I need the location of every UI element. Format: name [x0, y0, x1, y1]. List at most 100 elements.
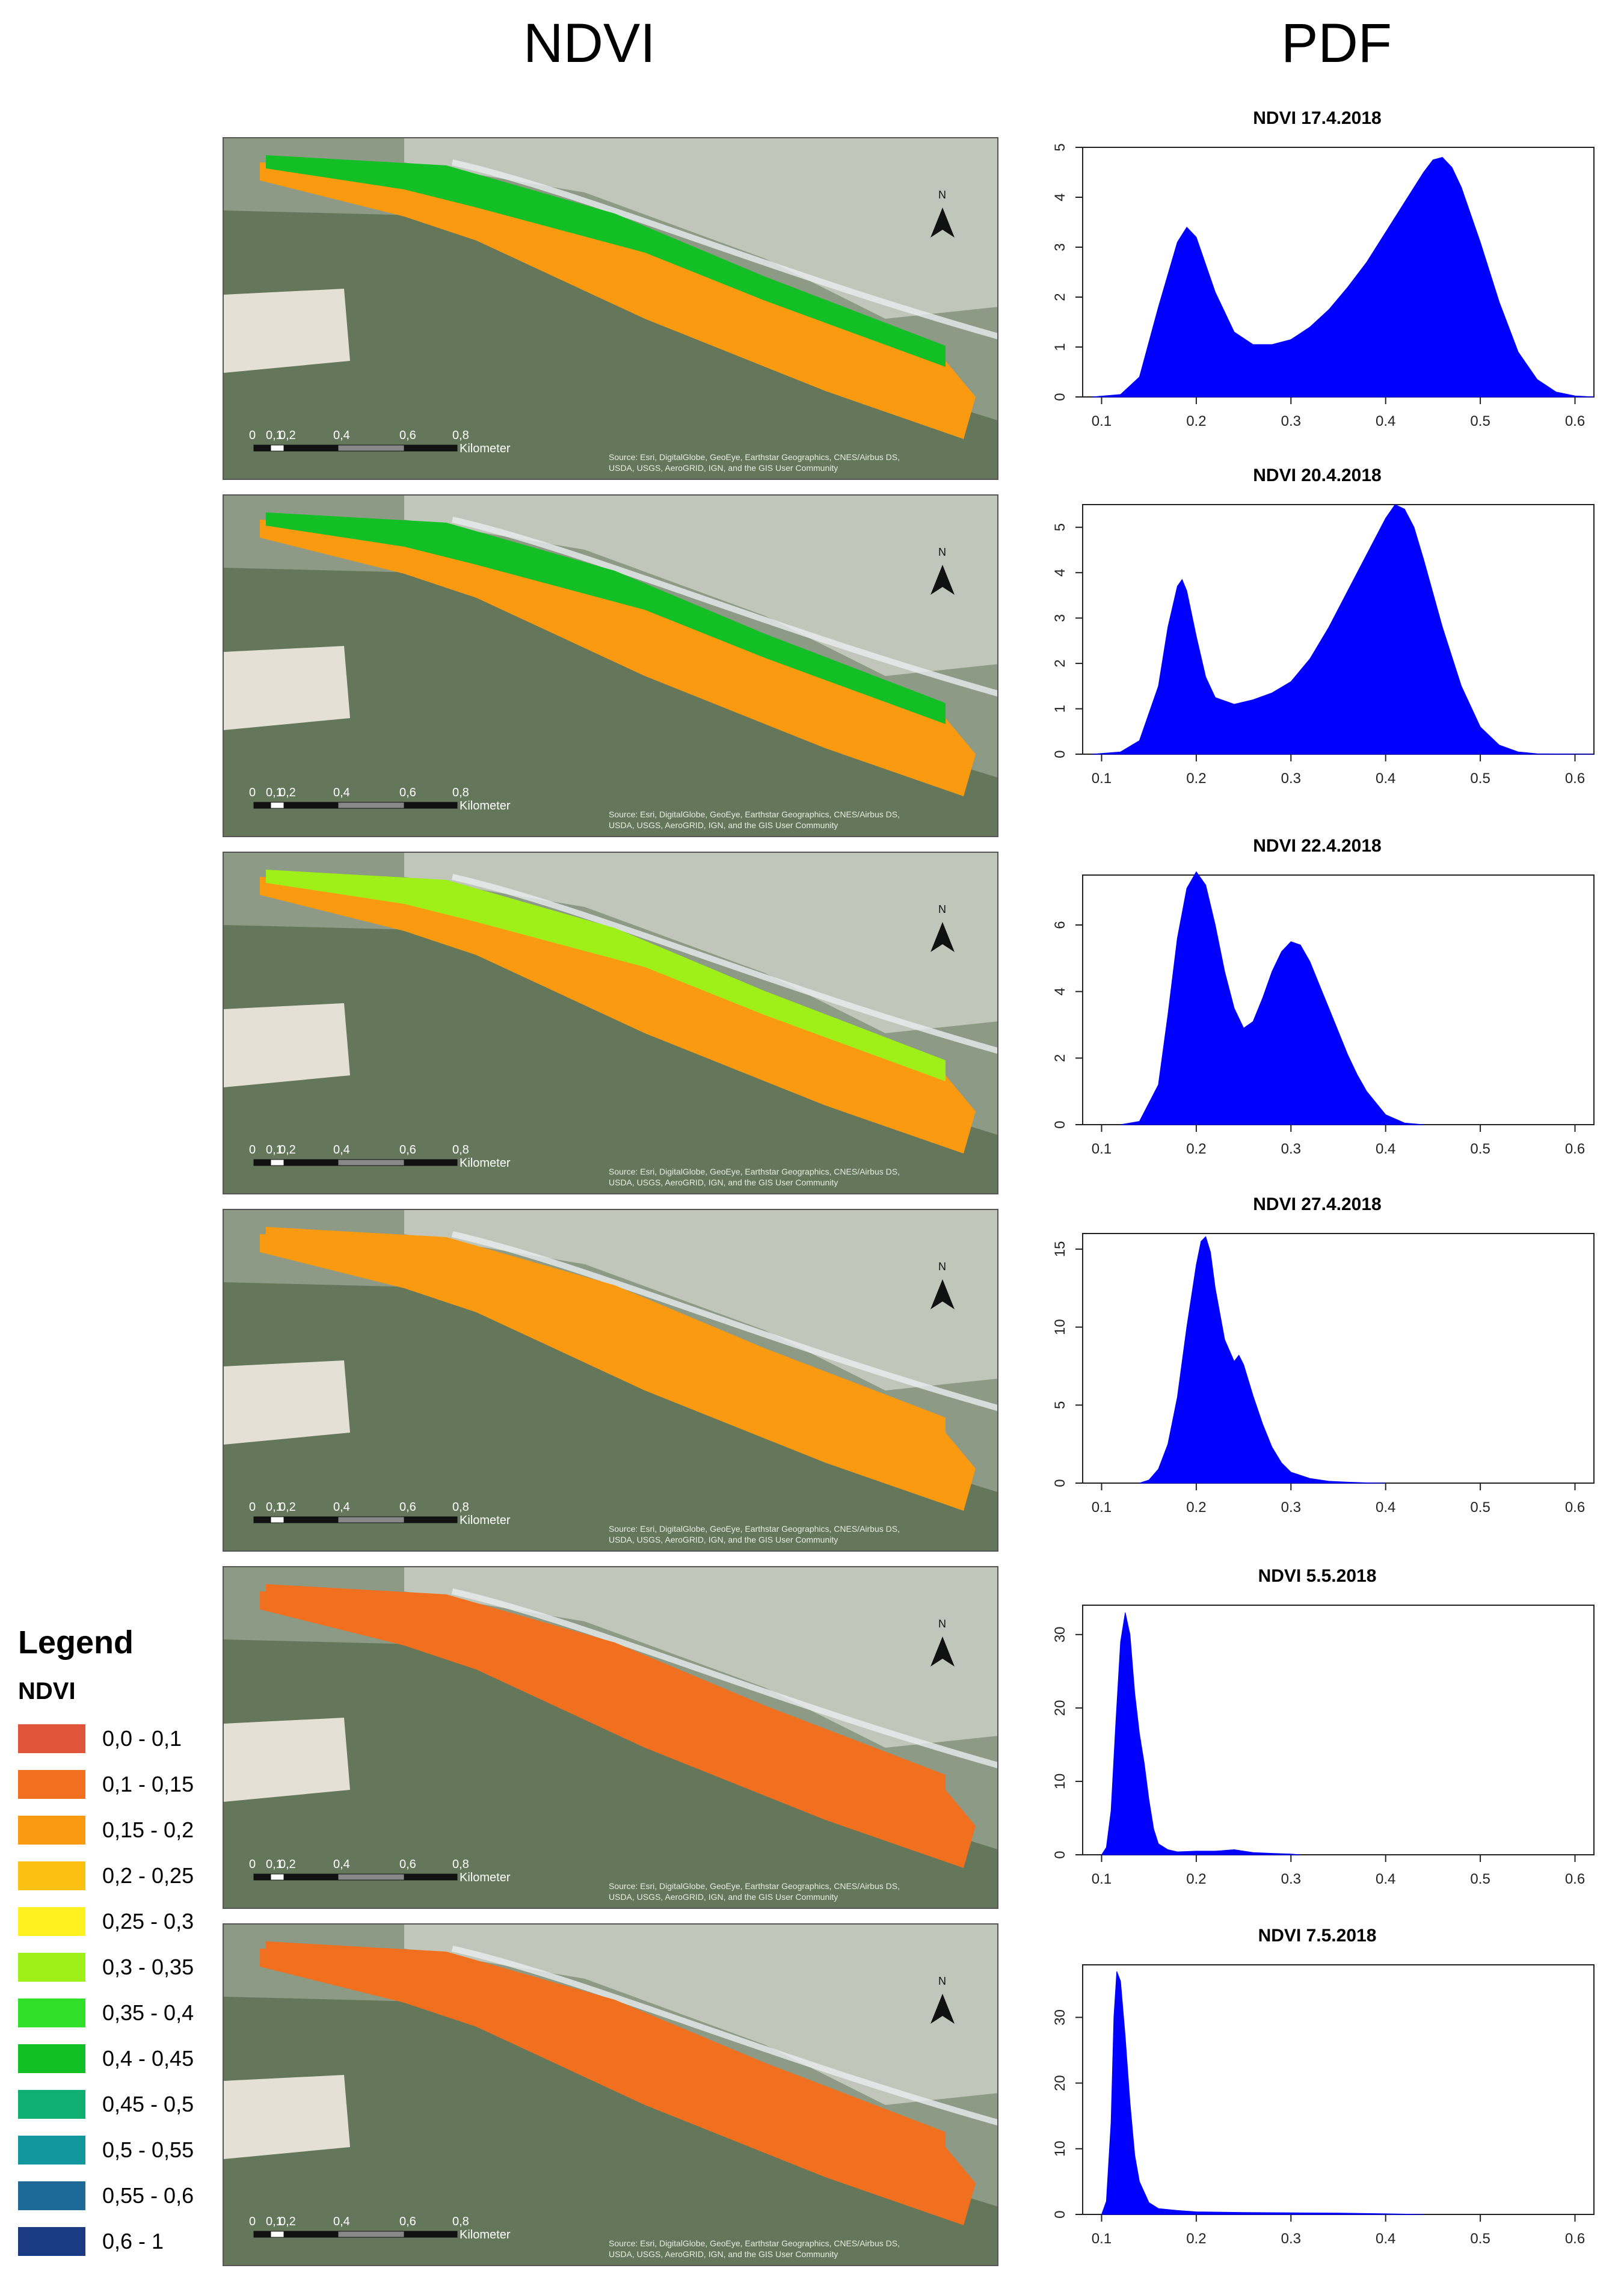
scale-bar-segment — [337, 1516, 405, 1523]
chart-svg: 0.1 0.2 0.3 0.4 0.5 0.6 0 10 20 30 — [1052, 1964, 1595, 2247]
scale-bar-segment — [295, 2231, 339, 2238]
chart-title: NDVI 22.4.2018 — [1253, 836, 1382, 856]
scale-bar-segment — [283, 1516, 297, 1523]
scale-bar-segment — [337, 2231, 405, 2238]
y-tick-label: 0 — [1052, 1479, 1068, 1487]
y-tick-label: 0 — [1052, 1851, 1068, 1858]
ndvi-column-title: NDVI — [523, 13, 656, 74]
scale-tick-label: 0,4 — [333, 1858, 350, 1871]
y-tick-label: 5 — [1052, 143, 1068, 151]
imagery-credit: USDA, USGS, AeroGRID, IGN, and the GIS U… — [609, 463, 838, 473]
scale-tick-label: 0,2 — [279, 1858, 296, 1871]
x-tick-label: 0.3 — [1281, 1871, 1301, 1887]
scale-bar-segment — [283, 1873, 297, 1881]
x-tick-label: 0.4 — [1376, 770, 1395, 787]
scale-bar-segment — [253, 2231, 271, 2238]
clearing-area — [224, 1003, 350, 1087]
forest-area — [224, 568, 997, 836]
scale-tick-label: 0,2 — [279, 786, 296, 799]
scale-tick-label: 0 — [249, 786, 256, 799]
forest-area — [224, 1282, 997, 1550]
x-tick-label: 0.1 — [1092, 1499, 1112, 1516]
y-tick-label: 0 — [1052, 1120, 1068, 1128]
ndvi-map: N 0 0,1 0,2 0,4 0,6 0,8 Kilometer Source: Esri, … — [223, 1209, 998, 1552]
y-tick-label: 0 — [1052, 393, 1068, 401]
chart-title: NDVI 20.4.2018 — [1253, 465, 1382, 485]
scale-tick-label: 0,8 — [452, 1501, 469, 1514]
legend-swatch — [18, 1770, 85, 1799]
north-label: N — [938, 1975, 946, 1987]
field-area — [404, 1925, 997, 2105]
chart-svg: 0.1 0.2 0.3 0.4 0.5 0.6 0 10 20 30 — [1052, 1605, 1595, 1887]
x-tick-label: 0.2 — [1186, 770, 1206, 787]
x-tick-label: 0.6 — [1565, 1871, 1585, 1887]
chart-svg: 0.1 0.2 0.3 0.4 0.5 0.6 0 2 4 6 — [1052, 871, 1595, 1157]
north-label: N — [938, 546, 946, 558]
scale-tick-label: 0,4 — [333, 1143, 350, 1157]
scale-tick-label: 0,6 — [399, 786, 416, 799]
legend-item: 0,0 - 0,1 — [18, 1716, 223, 1762]
legend-swatch — [18, 1816, 85, 1845]
scale-bar-segment — [295, 444, 339, 452]
scale-bar-segment — [253, 1873, 271, 1881]
imagery-credit: Source: Esri, DigitalGlobe, GeoEye, Eart… — [609, 452, 900, 462]
y-tick-label: 30 — [1052, 1626, 1068, 1642]
scale-bar-segment — [295, 1516, 339, 1523]
legend-swatch — [18, 2181, 85, 2210]
y-tick-label: 3 — [1052, 243, 1068, 251]
legend-item: 0,15 - 0,2 — [18, 1807, 223, 1853]
legend-label: 0,15 - 0,2 — [102, 1817, 194, 1842]
y-tick-label: 1 — [1052, 343, 1068, 351]
y-tick-label: 3 — [1052, 614, 1068, 622]
legend-label: 0,25 - 0,3 — [102, 1909, 194, 1934]
field-area — [404, 1567, 997, 1748]
scale-bar-segment — [404, 444, 458, 452]
forest-area — [224, 925, 997, 1193]
scale-tick-label: 0 — [249, 429, 256, 442]
legend-item: 0,5 - 0,55 — [18, 2127, 223, 2173]
ndvi-map: N 0 0,1 0,2 0,4 0,6 0,8 Kilometer Source: Esri, … — [223, 852, 998, 1194]
legend-label: 0,6 - 1 — [102, 2229, 164, 2254]
chart-title: NDVI 5.5.2018 — [1258, 1566, 1377, 1586]
pdf-chart: NDVI 27.4.2018 0.1 0.2 0.3 0.4 0.5 0.6 0 5 10 15 — [1032, 1194, 1603, 1555]
scale-bar-segment — [283, 1159, 297, 1166]
scale-tick-label: 0,8 — [452, 786, 469, 799]
x-tick-label: 0.4 — [1376, 1499, 1395, 1516]
x-tick-label: 0.6 — [1565, 1141, 1585, 1157]
plot-frame — [1082, 1605, 1595, 1855]
scale-tick-label: 0,8 — [452, 1143, 469, 1157]
legend-swatch — [18, 1907, 85, 1936]
scale-tick-label: 0,2 — [279, 429, 296, 442]
scale-bar-segment — [253, 444, 271, 452]
pdf-chart: NDVI 17.4.2018 0.1 0.2 0.3 0.4 0.5 0.6 0 1 2 3 4 5 — [1032, 108, 1603, 469]
clearing-area — [224, 1360, 350, 1445]
x-tick-label: 0.3 — [1281, 770, 1301, 787]
scale-tick-label: 0,4 — [333, 2215, 350, 2228]
clearing-area — [224, 2075, 350, 2159]
legend-item: 0,4 - 0,45 — [18, 2036, 223, 2082]
y-tick-label: 6 — [1052, 921, 1068, 929]
north-arrow-icon — [930, 565, 955, 595]
legend-swatch — [18, 2136, 85, 2165]
legend-swatch — [18, 1953, 85, 1982]
x-tick-label: 0.2 — [1186, 1871, 1206, 1887]
y-tick-label: 2 — [1052, 293, 1068, 301]
y-tick-label: 1 — [1052, 705, 1068, 713]
legend: Legend NDVI 0,0 - 0,1 0,1 - 0,15 0,15 - 0,… — [18, 1624, 223, 2264]
legend-swatch — [18, 1724, 85, 1753]
y-tick-label: 5 — [1052, 523, 1068, 531]
scale-bar-segment — [404, 2231, 458, 2238]
field-strip-west — [260, 1949, 976, 2225]
legend-item: 0,35 - 0,4 — [18, 1990, 223, 2036]
imagery-credit: USDA, USGS, AeroGRID, IGN, and the GIS U… — [609, 1892, 838, 1902]
scale-unit-label: Kilometer — [460, 2228, 511, 2241]
ndvi-map: N 0 0,1 0,2 0,4 0,6 0,8 Kilometer Source: Esri, … — [223, 1566, 998, 1909]
scale-tick-label: 0,6 — [399, 1501, 416, 1514]
legend-label: 0,45 - 0,5 — [102, 2092, 194, 2116]
scale-bar-segment — [295, 1873, 339, 1881]
scale-bar-segment — [270, 1873, 285, 1881]
x-tick-label: 0.3 — [1281, 1499, 1301, 1516]
x-tick-label: 0.4 — [1376, 413, 1395, 429]
